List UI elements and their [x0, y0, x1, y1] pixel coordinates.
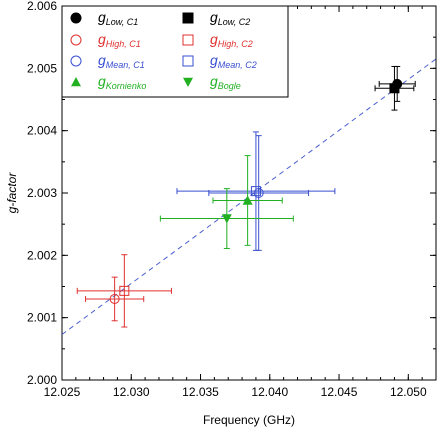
data-point — [119, 285, 130, 296]
series-low-c2 — [374, 65, 415, 111]
legend: gLow, C1 gLow, C2 gHigh, C1 gHigh, C2 gMean,… — [61, 5, 289, 98]
y-tick-label: 2.005 — [27, 61, 57, 75]
legend-marker — [183, 77, 193, 87]
legend-label: gHigh, C2 — [210, 31, 253, 49]
y-tick-label: 2.006 — [27, 0, 57, 13]
legend-marker — [182, 12, 194, 24]
x-tick-label: 12.040 — [251, 385, 288, 399]
data-point — [253, 188, 264, 198]
data-point — [221, 214, 232, 224]
legend-label: gMean, C1 — [98, 52, 145, 70]
data-point — [389, 83, 400, 94]
fit-line — [61, 58, 437, 335]
legend-marker — [70, 12, 82, 24]
fit-line-layer — [61, 58, 437, 335]
legend-label: gBogle — [210, 73, 241, 91]
series-kornienko — [212, 155, 283, 246]
legend-box — [61, 5, 289, 98]
y-tick-label: 2.003 — [27, 186, 57, 200]
y-tick-label: 2.004 — [27, 124, 57, 138]
legend-marker — [182, 55, 194, 67]
x-axis-label: Frequency (GHz) — [203, 413, 295, 427]
x-tick-label: 12.050 — [390, 385, 427, 399]
legend-label: gKornienko — [98, 73, 146, 91]
series-high-c1 — [85, 276, 145, 322]
x-tick-label: 12.025 — [44, 385, 81, 399]
x-tick-label: 12.030 — [113, 385, 150, 399]
y-axis-label: g-factor — [5, 172, 19, 214]
x-tick-label: 12.045 — [321, 385, 358, 399]
series-mean-c2 — [176, 131, 336, 251]
data-point — [250, 186, 261, 197]
legend-marker — [182, 34, 194, 46]
legend-label: gLow, C1 — [98, 9, 138, 27]
axis-layer: 12.025 12.030 12.035 12.040 12.045 12.050 2.00… — [27, 0, 437, 399]
legend-label: gHigh, C1 — [98, 31, 141, 49]
legend-label: gLow, C2 — [210, 9, 250, 27]
data-point — [242, 195, 253, 205]
x-tick-label: 12.035 — [182, 385, 219, 399]
data-point — [109, 293, 120, 304]
legend-marker — [71, 77, 81, 87]
y-tick-label: 2.000 — [27, 373, 57, 387]
series-bogle — [159, 188, 294, 249]
y-tick-label: 2.001 — [27, 311, 57, 325]
y-tick-label: 2.002 — [27, 248, 57, 262]
legend-marker — [70, 34, 82, 46]
series-mean-c1 — [208, 135, 310, 251]
legend-label: gMean, C2 — [210, 52, 257, 70]
series-high-c2 — [76, 254, 172, 328]
data-layer — [76, 65, 416, 328]
legend-marker — [70, 55, 82, 67]
